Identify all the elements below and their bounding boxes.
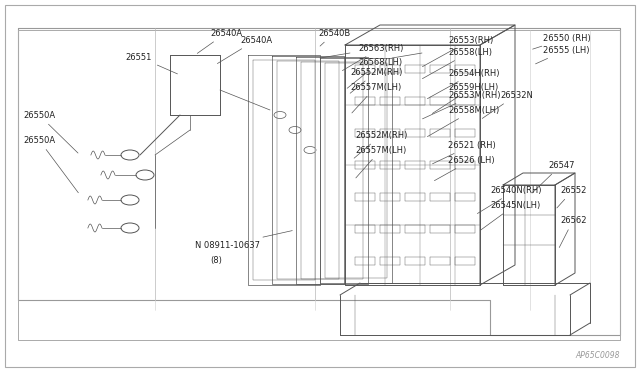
Text: 26557M(LH): 26557M(LH) [350, 83, 401, 113]
Text: 26547: 26547 [532, 160, 575, 193]
Text: 26554H(RH): 26554H(RH) [428, 68, 499, 99]
Text: 26545N(LH): 26545N(LH) [480, 201, 540, 230]
Text: 26540A: 26540A [218, 35, 272, 64]
Text: 26540B: 26540B [318, 29, 350, 46]
Text: 26532N: 26532N [483, 90, 533, 118]
Text: 26563(RH): 26563(RH) [342, 44, 403, 71]
Text: 26550A: 26550A [23, 110, 78, 153]
Text: 26526 (LH): 26526 (LH) [435, 155, 495, 181]
Text: AP65C0098: AP65C0098 [575, 351, 620, 360]
Text: N 08911-10637: N 08911-10637 [195, 231, 292, 250]
Ellipse shape [121, 195, 139, 205]
Text: 26559H(LH): 26559H(LH) [433, 83, 499, 113]
Text: 26553(RH): 26553(RH) [422, 35, 493, 67]
Text: 26552M(RH): 26552M(RH) [354, 131, 408, 158]
Text: 26521 (RH): 26521 (RH) [433, 141, 496, 164]
Text: 26552: 26552 [557, 186, 586, 208]
Text: 26553M(RH): 26553M(RH) [422, 90, 500, 119]
Text: 26555 (LH): 26555 (LH) [536, 45, 589, 64]
Text: 26557M(LH): 26557M(LH) [355, 145, 406, 178]
Ellipse shape [274, 112, 286, 119]
Text: 26540A: 26540A [197, 29, 242, 54]
Text: 26540N(RH): 26540N(RH) [477, 186, 541, 214]
Text: 26552M(RH): 26552M(RH) [350, 67, 403, 93]
Ellipse shape [121, 150, 139, 160]
Text: 26562: 26562 [559, 215, 586, 247]
Text: 26551: 26551 [125, 52, 177, 74]
Ellipse shape [121, 223, 139, 233]
Text: 26568(LH): 26568(LH) [347, 58, 402, 88]
Text: 26550 (RH): 26550 (RH) [532, 33, 591, 49]
Text: 26558(LH): 26558(LH) [422, 48, 492, 78]
Text: 26550A: 26550A [23, 135, 78, 193]
Ellipse shape [304, 147, 316, 154]
Text: 26558M(LH): 26558M(LH) [428, 106, 499, 137]
Ellipse shape [136, 170, 154, 180]
Ellipse shape [289, 126, 301, 134]
Text: (8): (8) [210, 256, 222, 264]
